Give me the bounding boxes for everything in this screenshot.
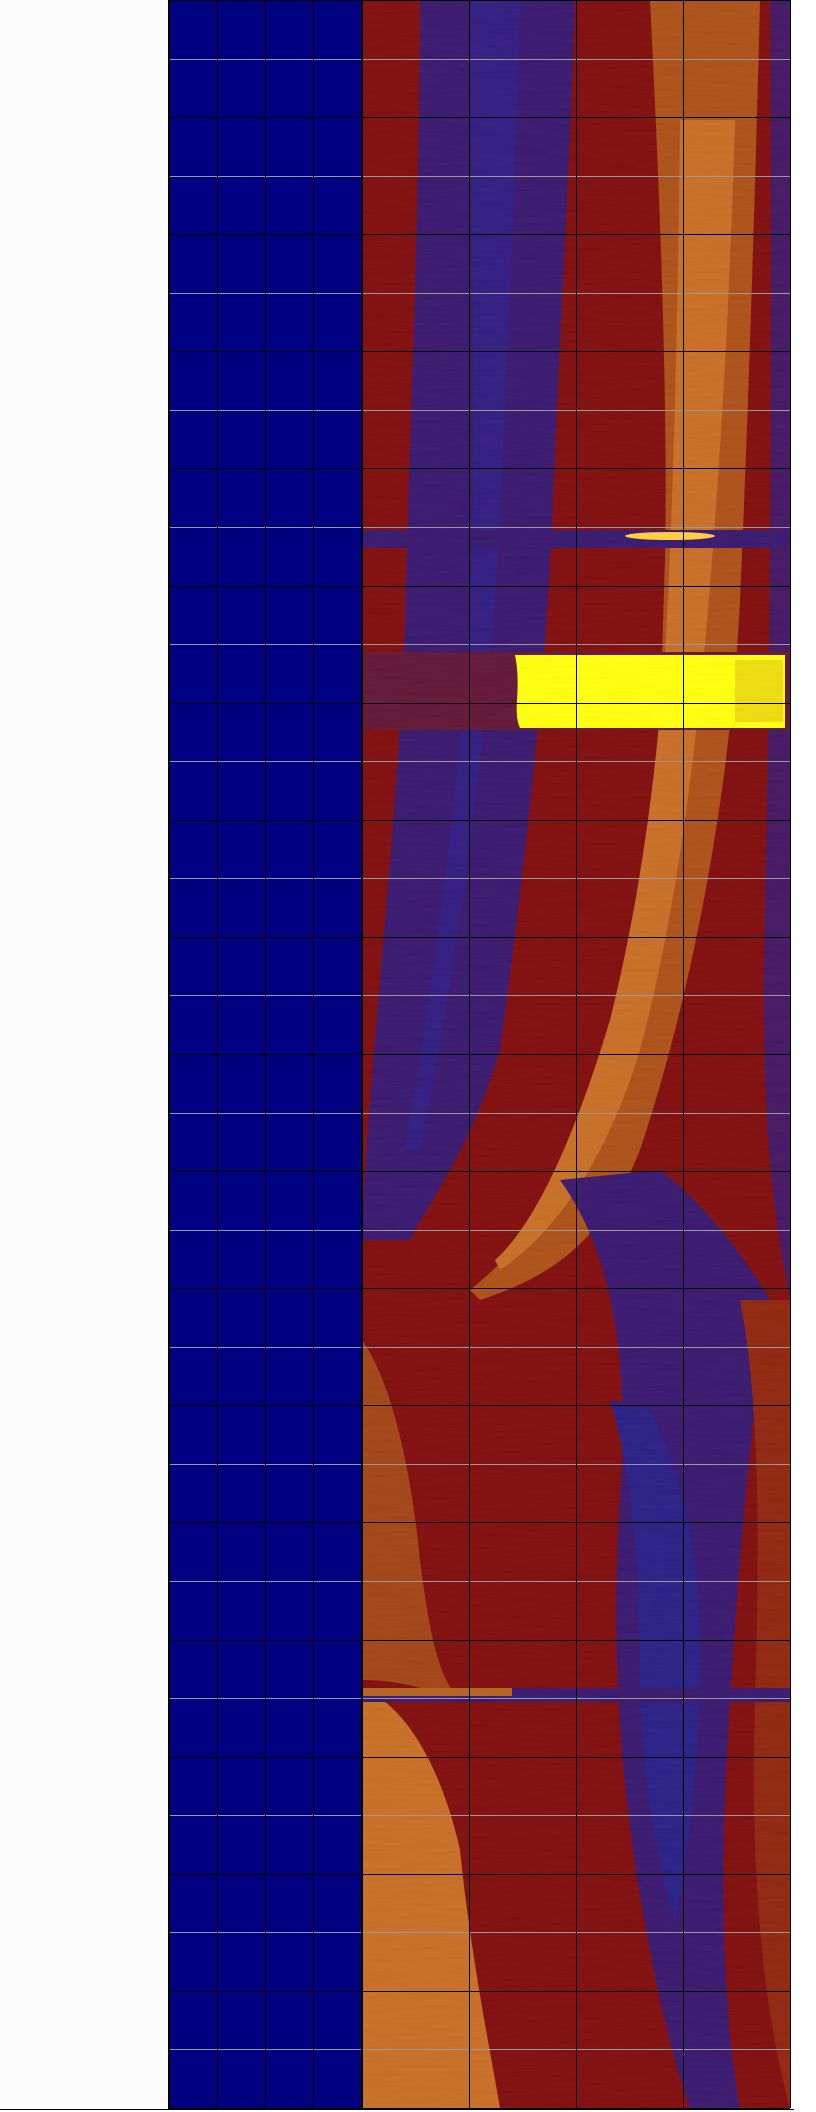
left-margin [0,0,169,2110]
grid [169,0,791,2109]
bottom-rule [0,2109,794,2110]
